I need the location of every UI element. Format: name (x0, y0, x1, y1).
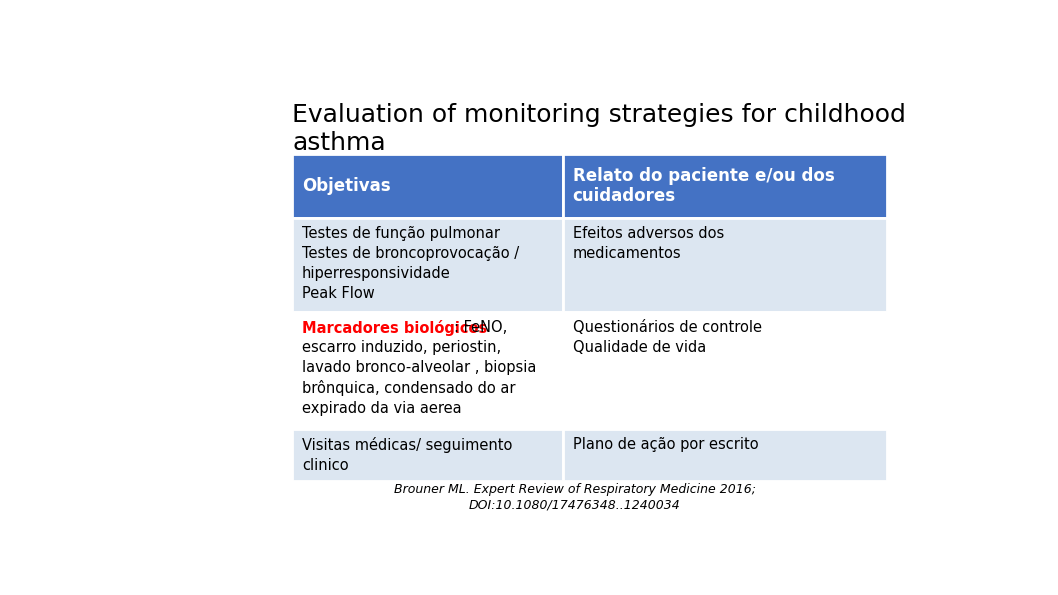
FancyBboxPatch shape (292, 429, 563, 481)
FancyBboxPatch shape (292, 312, 563, 429)
Text: Marcadores biológicos: Marcadores biológicos (302, 320, 488, 336)
FancyBboxPatch shape (292, 218, 563, 312)
Text: Brouner ML. Expert Review of Respiratory Medicine 2016;
DOI:10.1080/17476348..12: Brouner ML. Expert Review of Respiratory… (394, 483, 756, 511)
Text: Evaluation of monitoring strategies for childhood
asthma: Evaluation of monitoring strategies for … (292, 104, 906, 155)
FancyBboxPatch shape (292, 154, 563, 218)
FancyBboxPatch shape (563, 429, 887, 481)
Text: Testes de função pulmonar
Testes de broncoprovocação /
hiperresponsividade
Peak : Testes de função pulmonar Testes de bron… (302, 226, 519, 300)
Text: Visitas médicas/ seguimento
clinico: Visitas médicas/ seguimento clinico (302, 437, 512, 473)
FancyBboxPatch shape (563, 218, 887, 312)
FancyBboxPatch shape (563, 312, 887, 429)
Text: Relato do paciente e/ou dos
cuidadores: Relato do paciente e/ou dos cuidadores (572, 167, 835, 205)
Text: Questionários de controle
Qualidade de vida: Questionários de controle Qualidade de v… (572, 320, 762, 355)
Text: Objetivas: Objetivas (302, 177, 390, 195)
Text: : FeNO,: : FeNO, (454, 320, 507, 335)
Text: escarro induzido, periostin,
lavado bronco-alveolar , biopsia
brônquica, condens: escarro induzido, periostin, lavado bron… (302, 340, 536, 416)
Text: Efeitos adversos dos
medicamentos: Efeitos adversos dos medicamentos (572, 226, 724, 261)
Text: Plano de ação por escrito: Plano de ação por escrito (572, 437, 759, 452)
FancyBboxPatch shape (563, 154, 887, 218)
